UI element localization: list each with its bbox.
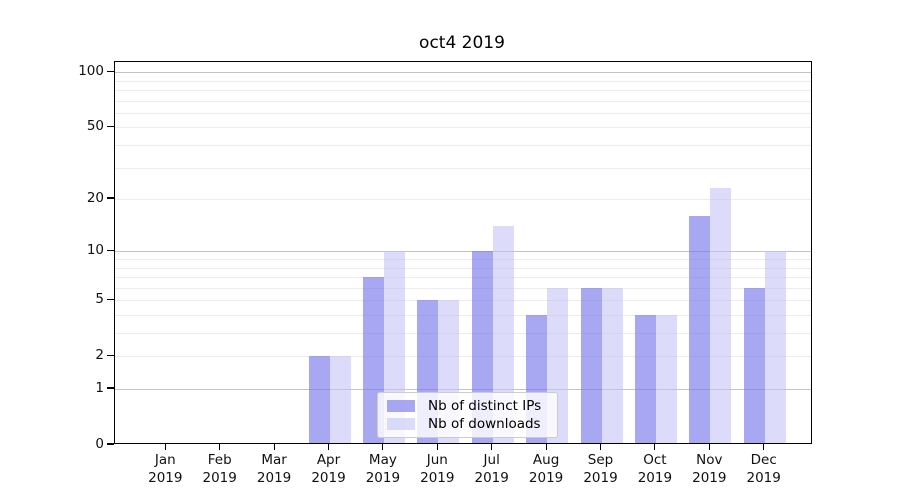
x-tick-label: Jan 2019 [148,452,183,486]
x-tick-label: Feb 2019 [202,452,237,486]
y-tick [107,354,114,356]
x-tick-label: Jul 2019 [474,452,509,486]
x-tick-label: Jun 2019 [420,452,455,486]
y-tick [107,249,114,251]
gridline-minor [114,112,811,114]
gridline-minor [114,167,811,169]
bar-distinct-ips-dec [743,287,765,443]
y-tick [107,197,114,199]
x-tick [491,444,493,450]
gridline-major [114,72,811,74]
y-tick-label: 10 [86,242,104,259]
y-tick [107,70,114,72]
gridline-major [114,251,811,253]
bar-distinct-ips-apr [308,356,330,443]
bar-distinct-ips-oct [634,314,656,443]
gridline-minor [114,287,811,289]
x-tick [219,444,221,450]
gridline-minor [114,267,811,269]
y-tick-label: 2 [95,347,104,364]
legend-label-downloads: Nb of downloads [428,416,541,432]
x-tick [599,444,602,450]
gridline-major [114,389,811,390]
chart-title: oct4 2019 [419,33,505,53]
x-tick-label: Dec 2019 [746,452,781,486]
bar-downloads-sep [601,287,623,443]
y-tick-label: 100 [78,63,104,80]
y-tick-label: 0 [95,436,104,452]
x-tick [164,444,166,450]
x-tick [654,444,656,450]
bar-distinct-ips-sep [580,287,602,443]
bar-distinct-ips-nov [689,216,711,443]
x-tick-label: Aug 2019 [528,452,564,486]
gridline-minor [114,80,811,82]
y-tick [107,125,114,127]
y-tick-label: 20 [86,190,104,207]
bar-downloads-nov [710,188,732,443]
y-tick-label: 50 [86,118,104,135]
gridline-minor [114,277,811,279]
legend-item-downloads: Nb of downloads [387,416,548,432]
bar-downloads-apr [329,356,351,443]
gridline-minor [114,145,811,147]
plot-area [113,61,812,444]
gridline-minor [114,259,811,260]
x-tick-label: Mar 2019 [256,452,292,486]
gridline-minor [114,314,811,316]
x-tick-label: Sep 2019 [583,452,618,486]
y-tick [107,443,114,445]
gridline-minor [114,127,811,129]
x-tick [545,444,547,450]
x-tick-label: Oct 2019 [637,452,673,486]
y-tick [107,298,114,300]
x-tick-label: Apr 2019 [311,452,346,486]
gridline-minor [114,333,811,335]
x-tick-label: May 2019 [365,452,401,486]
bar-downloads-jul [492,226,514,443]
x-tick [273,444,275,450]
y-tick-label: 5 [95,291,104,308]
y-tick [107,387,114,389]
gridline-minor [114,300,811,302]
legend-item-distinct-ips: Nb of distinct IPs [387,398,548,414]
x-tick [436,444,438,450]
gridline-minor [114,100,811,102]
y-tick-label: 1 [95,380,104,396]
x-tick [382,444,384,450]
legend-label-distinct-ips: Nb of distinct IPs [428,398,542,414]
gridline-minor [114,199,811,201]
gridline-minor [114,356,811,358]
legend: Nb of distinct IPs Nb of downloads [377,392,558,438]
x-tick [708,444,710,450]
x-tick [327,444,330,450]
x-tick [763,444,765,450]
legend-swatch-distinct-ips [387,400,415,412]
bar-downloads-oct [655,314,677,443]
legend-swatch-downloads [387,418,415,430]
gridline-minor [114,90,811,92]
x-tick-label: Nov 2019 [692,452,727,486]
bar-downloads-dec [764,251,786,443]
